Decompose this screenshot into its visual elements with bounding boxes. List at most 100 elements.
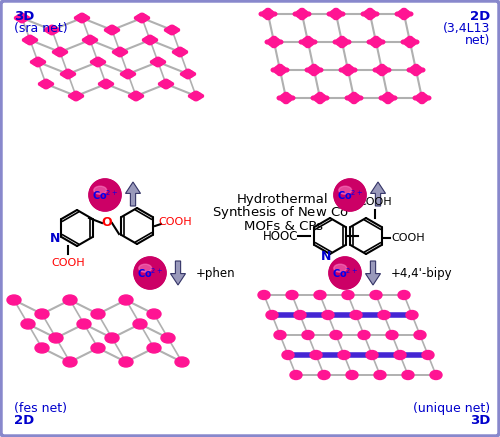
- Ellipse shape: [330, 330, 342, 340]
- Ellipse shape: [21, 319, 35, 329]
- Ellipse shape: [329, 257, 361, 289]
- Ellipse shape: [186, 69, 190, 73]
- Ellipse shape: [40, 60, 46, 64]
- Ellipse shape: [404, 38, 416, 46]
- Ellipse shape: [290, 371, 302, 379]
- Ellipse shape: [91, 309, 105, 319]
- Ellipse shape: [367, 8, 373, 12]
- Ellipse shape: [40, 80, 52, 88]
- Ellipse shape: [103, 193, 107, 197]
- Ellipse shape: [311, 40, 317, 44]
- Ellipse shape: [336, 181, 364, 209]
- Ellipse shape: [350, 311, 362, 319]
- Ellipse shape: [186, 75, 190, 79]
- Ellipse shape: [35, 309, 49, 319]
- Ellipse shape: [142, 265, 158, 281]
- Ellipse shape: [24, 36, 36, 44]
- Ellipse shape: [413, 40, 419, 44]
- Ellipse shape: [258, 291, 270, 299]
- Ellipse shape: [340, 185, 360, 205]
- Ellipse shape: [395, 12, 401, 16]
- Ellipse shape: [148, 271, 152, 275]
- Ellipse shape: [198, 94, 203, 98]
- Ellipse shape: [108, 82, 114, 86]
- Ellipse shape: [54, 28, 60, 32]
- Ellipse shape: [379, 40, 385, 44]
- Ellipse shape: [122, 70, 134, 78]
- Ellipse shape: [44, 85, 49, 89]
- Ellipse shape: [379, 64, 385, 68]
- Ellipse shape: [280, 94, 292, 103]
- Ellipse shape: [104, 79, 108, 83]
- Ellipse shape: [282, 350, 294, 360]
- FancyArrow shape: [370, 182, 386, 206]
- Text: $\mathbf{Co}^{2+}$: $\mathbf{Co}^{2+}$: [137, 266, 163, 280]
- Ellipse shape: [166, 26, 178, 34]
- Ellipse shape: [370, 291, 382, 299]
- Ellipse shape: [378, 311, 390, 319]
- Text: (unique net): (unique net): [413, 402, 490, 415]
- Ellipse shape: [366, 350, 378, 360]
- Ellipse shape: [385, 68, 391, 72]
- Ellipse shape: [150, 60, 156, 64]
- Ellipse shape: [32, 58, 44, 66]
- Ellipse shape: [194, 91, 198, 95]
- Ellipse shape: [305, 12, 311, 16]
- Text: (sra net): (sra net): [14, 22, 68, 35]
- Ellipse shape: [317, 100, 323, 104]
- Ellipse shape: [146, 269, 154, 277]
- Ellipse shape: [48, 82, 54, 86]
- Ellipse shape: [95, 185, 115, 205]
- Ellipse shape: [140, 263, 160, 283]
- Ellipse shape: [22, 38, 28, 42]
- Ellipse shape: [394, 350, 406, 360]
- Ellipse shape: [38, 82, 44, 86]
- Ellipse shape: [134, 257, 166, 289]
- Ellipse shape: [164, 85, 168, 89]
- Ellipse shape: [114, 48, 126, 56]
- Ellipse shape: [74, 16, 80, 20]
- Ellipse shape: [84, 16, 89, 20]
- Ellipse shape: [158, 82, 164, 86]
- Ellipse shape: [96, 57, 100, 61]
- FancyArrow shape: [126, 182, 140, 206]
- Ellipse shape: [170, 25, 174, 29]
- Ellipse shape: [119, 357, 133, 367]
- Ellipse shape: [106, 26, 118, 34]
- Ellipse shape: [305, 44, 311, 48]
- Ellipse shape: [62, 50, 68, 54]
- Text: COOH: COOH: [358, 197, 392, 207]
- Ellipse shape: [128, 94, 134, 98]
- Ellipse shape: [286, 291, 298, 299]
- Ellipse shape: [305, 68, 311, 72]
- Ellipse shape: [66, 69, 70, 73]
- Ellipse shape: [373, 12, 379, 16]
- Text: Hydrothermal: Hydrothermal: [237, 194, 329, 207]
- Ellipse shape: [331, 259, 359, 287]
- Ellipse shape: [294, 311, 306, 319]
- Ellipse shape: [413, 64, 419, 68]
- FancyArrow shape: [170, 261, 186, 285]
- Ellipse shape: [161, 333, 175, 343]
- Ellipse shape: [122, 50, 128, 54]
- Ellipse shape: [164, 79, 168, 83]
- Ellipse shape: [94, 186, 106, 194]
- Ellipse shape: [407, 68, 413, 72]
- Ellipse shape: [36, 57, 41, 61]
- Text: 2D: 2D: [14, 414, 34, 427]
- Ellipse shape: [118, 47, 122, 51]
- Ellipse shape: [182, 50, 188, 54]
- Ellipse shape: [430, 371, 442, 379]
- Text: (3,4L13: (3,4L13: [442, 22, 490, 35]
- Ellipse shape: [170, 31, 174, 35]
- Ellipse shape: [28, 41, 32, 45]
- Ellipse shape: [175, 357, 189, 367]
- Ellipse shape: [77, 319, 91, 329]
- Text: N: N: [50, 232, 60, 244]
- Ellipse shape: [140, 19, 144, 23]
- Ellipse shape: [62, 70, 74, 78]
- Text: (fes net): (fes net): [14, 402, 67, 415]
- Ellipse shape: [134, 91, 138, 95]
- Ellipse shape: [174, 28, 180, 32]
- Ellipse shape: [329, 257, 361, 289]
